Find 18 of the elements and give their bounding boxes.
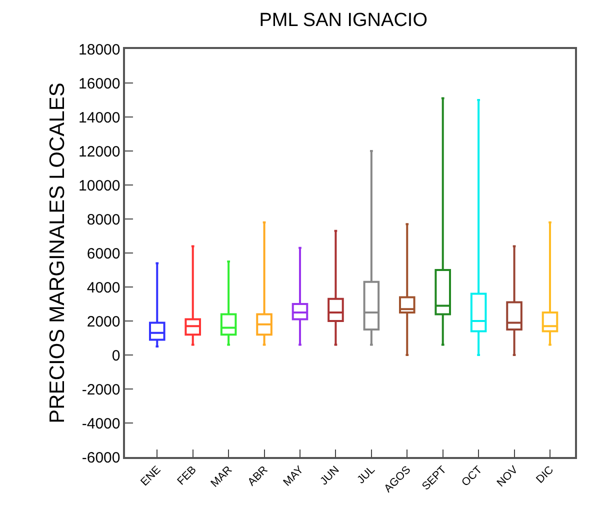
y-tick-label: 10000	[78, 177, 120, 194]
y-axis-title: PRECIOS MARGINALES LOCALES	[46, 82, 70, 424]
chart-title: PML SAN IGNACIO	[259, 10, 428, 31]
y-tick-label: -2000	[82, 381, 120, 398]
y-tick-label: 0	[112, 347, 120, 364]
y-tick-label: 12000	[78, 143, 120, 160]
y-tick-label: -4000	[82, 415, 120, 432]
y-tick-label: -6000	[82, 449, 120, 466]
y-tick-label: 6000	[86, 245, 120, 262]
y-tick-label: 14000	[78, 109, 120, 126]
y-tick-label: 18000	[78, 41, 120, 58]
y-tick-label: 8000	[86, 211, 120, 228]
y-tick-label: 16000	[78, 75, 120, 92]
y-tick-label: 4000	[86, 279, 120, 296]
x-tick-label: JUL	[355, 464, 378, 486]
y-tick-label: 2000	[86, 313, 120, 330]
x-tick-label: DIC	[534, 464, 556, 486]
x-tick-label: FEB	[175, 464, 199, 488]
